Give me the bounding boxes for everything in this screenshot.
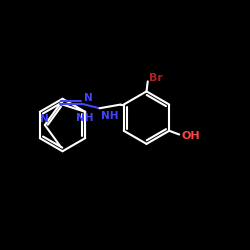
Text: Br: Br	[148, 73, 162, 83]
Text: OH: OH	[182, 131, 200, 141]
Text: NH: NH	[101, 111, 118, 121]
Text: NH: NH	[76, 113, 94, 123]
Text: N: N	[40, 114, 49, 124]
Text: N: N	[84, 92, 92, 102]
